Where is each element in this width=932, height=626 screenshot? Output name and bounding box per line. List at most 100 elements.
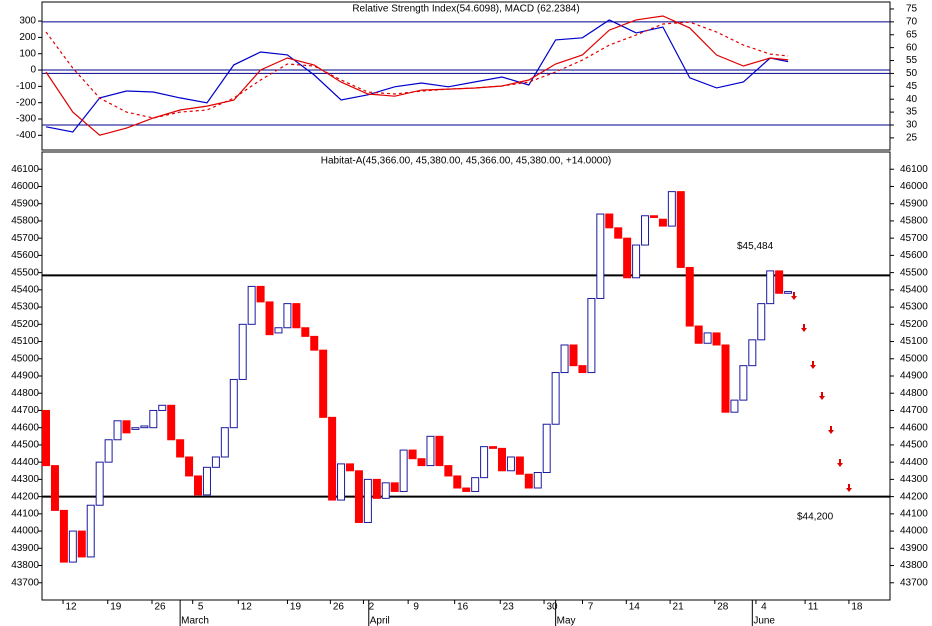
x-tick-label: 12 bbox=[65, 602, 77, 613]
y-tick-label-right: 44000 bbox=[900, 526, 928, 537]
y-tick-label: 46000 bbox=[11, 181, 39, 192]
indicator-frame bbox=[41, 1, 891, 151]
candle-body bbox=[658, 218, 667, 227]
y-tick-label: 44300 bbox=[11, 474, 39, 485]
y2-tick-label: 75 bbox=[906, 4, 918, 15]
candle-body bbox=[641, 215, 650, 246]
y-tick-label: -400 bbox=[16, 130, 36, 141]
candle-body bbox=[462, 487, 471, 492]
x-tick-label: 18 bbox=[851, 602, 863, 613]
x-tick-label: 12 bbox=[241, 602, 253, 613]
y-tick-label: -300 bbox=[16, 114, 36, 125]
candle-body bbox=[363, 478, 372, 523]
x-tick-label: 16 bbox=[457, 602, 469, 613]
candle-body bbox=[623, 237, 632, 279]
candle-body bbox=[68, 530, 77, 563]
candle-body bbox=[399, 449, 408, 492]
y-tick-label: 45400 bbox=[11, 284, 39, 295]
candle-body bbox=[265, 301, 274, 336]
y-tick-label-right: 46100 bbox=[900, 164, 928, 175]
candle-body bbox=[229, 378, 238, 429]
candle-body bbox=[471, 477, 480, 492]
y-tick-label: 45800 bbox=[11, 216, 39, 227]
forecast-arrow bbox=[791, 292, 797, 300]
x-tick-label: 7 bbox=[588, 602, 594, 613]
x-tick-label: 2 bbox=[369, 602, 375, 613]
level-label: $45,484 bbox=[737, 241, 774, 252]
candle-body bbox=[596, 213, 605, 299]
candle-body bbox=[310, 335, 319, 351]
y-tick-label: 44800 bbox=[11, 388, 39, 399]
y-tick-label-right: 45200 bbox=[900, 319, 928, 330]
price-title: Habitat-A(45,366.00, 45,380.00, 45,366.0… bbox=[321, 156, 612, 167]
y-tick-label: 44200 bbox=[11, 491, 39, 502]
candle-body bbox=[122, 420, 131, 434]
candle-body bbox=[649, 215, 658, 218]
candle-body bbox=[131, 427, 140, 430]
y-tick-label: -200 bbox=[16, 97, 36, 108]
x-tick-label: 28 bbox=[717, 602, 729, 613]
y-tick-label-right: 44200 bbox=[900, 491, 928, 502]
candle-body bbox=[77, 530, 86, 558]
x-tick-label: 26 bbox=[154, 602, 166, 613]
forecast-arrow bbox=[819, 392, 825, 400]
y-tick-label-right: 44400 bbox=[900, 457, 928, 468]
y-tick-label-right: 46000 bbox=[900, 181, 928, 192]
candle-body bbox=[185, 456, 194, 477]
y-tick-label-right: 45500 bbox=[900, 267, 928, 278]
y-tick-label: 100 bbox=[19, 48, 36, 59]
candle-body bbox=[408, 449, 417, 460]
y-tick-label: 46100 bbox=[11, 164, 39, 175]
candle-body bbox=[694, 325, 703, 344]
y-tick-label: 45900 bbox=[11, 198, 39, 209]
forecast-arrow bbox=[846, 484, 852, 492]
candle-body bbox=[685, 266, 694, 327]
candle-body bbox=[757, 303, 766, 341]
candle-body bbox=[480, 446, 489, 479]
candle-body bbox=[319, 349, 328, 418]
y2-tick-label: 55 bbox=[906, 55, 918, 66]
y2-tick-label: 45 bbox=[906, 81, 918, 92]
x-tick-label: 11 bbox=[808, 602, 819, 613]
y2-tick-label: 40 bbox=[906, 94, 918, 105]
candle-body bbox=[140, 425, 149, 429]
y2-tick-label: 65 bbox=[906, 29, 918, 40]
candle-body bbox=[775, 270, 784, 294]
y-tick-label-right: 45600 bbox=[900, 250, 928, 261]
candle-body bbox=[489, 446, 498, 449]
candle-body bbox=[194, 475, 203, 496]
y-tick-label: 44700 bbox=[11, 405, 39, 416]
candle-body bbox=[95, 461, 104, 506]
candle-body bbox=[202, 466, 211, 496]
indicator-line bbox=[45, 19, 789, 133]
candle-body bbox=[784, 291, 793, 294]
candle-body bbox=[766, 270, 775, 305]
y-tick-label-right: 45100 bbox=[900, 336, 928, 347]
candle-body bbox=[426, 435, 435, 467]
candle-body bbox=[506, 456, 515, 472]
y-tick-label: 43700 bbox=[11, 577, 39, 588]
candle-body bbox=[292, 303, 301, 329]
y-tick-label-right: 45700 bbox=[900, 233, 928, 244]
candle-body bbox=[354, 470, 363, 523]
y-tick-label: 45000 bbox=[11, 353, 39, 364]
y-tick-label: 44400 bbox=[11, 457, 39, 468]
candle-body bbox=[712, 332, 721, 346]
y-tick-label: 300 bbox=[19, 16, 36, 27]
y-tick-label-right: 44700 bbox=[900, 405, 928, 416]
candle-body bbox=[632, 244, 641, 279]
y-tick-label-right: 45800 bbox=[900, 216, 928, 227]
forecast-arrow bbox=[801, 324, 807, 332]
candle-body bbox=[569, 344, 578, 367]
candle-body bbox=[211, 456, 220, 468]
y-tick-label: 45200 bbox=[11, 319, 39, 330]
y-tick-label: 45100 bbox=[11, 336, 39, 347]
x-tick-label: 19 bbox=[290, 602, 302, 613]
candle-body bbox=[703, 332, 712, 344]
candle-body bbox=[730, 399, 739, 413]
indicator-line bbox=[45, 15, 789, 136]
y2-tick-label: 70 bbox=[906, 16, 918, 27]
candle-body bbox=[417, 458, 426, 467]
y-tick-label-right: 45400 bbox=[900, 284, 928, 295]
